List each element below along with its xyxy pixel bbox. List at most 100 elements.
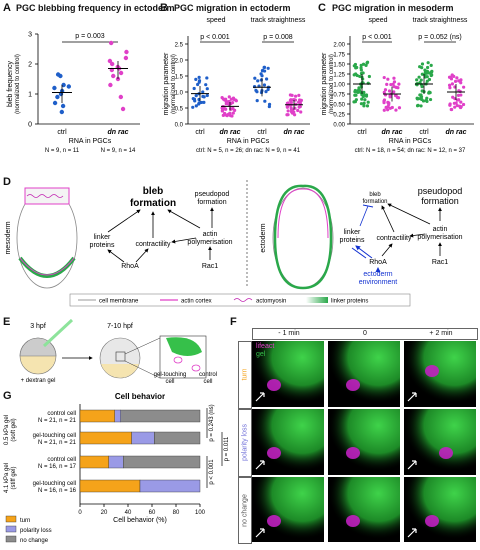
point: [448, 86, 452, 90]
point: [365, 60, 370, 64]
point: [386, 104, 390, 109]
point: [419, 78, 423, 82]
d-e-actin-1: actin: [433, 226, 448, 233]
f-row-turn: turn: [238, 341, 252, 409]
d-legend-cortex: actin cortex: [181, 299, 212, 305]
d-e-rac1: Rac1: [432, 259, 448, 266]
point: [366, 100, 370, 104]
c-ylabel: migration parameter: [321, 52, 328, 115]
point: [430, 73, 434, 77]
point: [299, 98, 303, 102]
d-legend-linker-swatch: [306, 297, 328, 303]
point: [358, 74, 362, 79]
c-p2: p = 0.052 (ns): [418, 34, 461, 41]
a-point: [59, 109, 65, 115]
d-e-pseudo-1: pseudopod: [418, 186, 463, 196]
point: [299, 110, 303, 114]
point: [200, 100, 204, 105]
b-ylabel-sub: (normalized to control): [171, 54, 177, 114]
ytick-label: 0.00: [333, 123, 345, 129]
micrograph-panel: [328, 341, 400, 407]
point: [390, 105, 394, 110]
d-e-linker-1: linker: [344, 229, 361, 236]
ytick-label: 1.00: [333, 83, 345, 89]
a-point: [109, 61, 115, 67]
g-legend-nochange: no change: [20, 538, 49, 544]
point: [255, 99, 259, 103]
ytick-label: 1.0: [175, 91, 184, 97]
point: [354, 72, 358, 76]
point: [194, 77, 198, 81]
a-point: [52, 85, 57, 91]
point: [420, 89, 424, 93]
point: [290, 110, 294, 114]
point: [382, 108, 386, 112]
g-bar-segment: [79, 455, 109, 469]
panel-f-label: F: [230, 316, 237, 328]
d-rhoa: RhoA: [121, 263, 139, 270]
g-legend-polarity-swatch: [5, 525, 17, 533]
b-g4: dn rac: [283, 129, 304, 136]
point: [362, 104, 366, 108]
point: [261, 68, 265, 73]
c-g2: dn rac: [381, 129, 402, 136]
point: [191, 105, 195, 109]
a-ylabel-sub: (normalized to control): [15, 54, 21, 114]
point: [453, 79, 458, 83]
d-actin-1: actin: [203, 231, 218, 238]
point: [364, 94, 369, 98]
point: [462, 85, 466, 89]
e-gel-label: + dextran gel: [21, 378, 56, 384]
ytick-label: 0.25: [333, 113, 345, 119]
d-ectoderm-embryo: [272, 184, 334, 290]
point: [424, 98, 428, 103]
g-row-label: gel-touching cell: [33, 481, 76, 487]
d-bleb-2: formation: [130, 198, 176, 209]
f-row-nochange: no change: [238, 477, 252, 544]
point: [392, 90, 396, 94]
c-ylabel-sub: (normalized to control): [329, 54, 335, 114]
point: [461, 102, 466, 107]
point: [455, 98, 460, 102]
g-legend-turn-swatch: [5, 515, 17, 523]
g-legend-polarity: polarity loss: [20, 528, 52, 534]
d-e-contractility: contractility: [376, 235, 412, 242]
c-counts: ctrl: N = 18, n = 54; dn rac: N = 12, n …: [355, 148, 466, 154]
g-bar-segment: [79, 431, 132, 445]
c-sub-straight: track straightness: [413, 17, 468, 24]
g-xtick-label: 60: [149, 510, 156, 516]
point: [420, 62, 425, 66]
point: [392, 80, 397, 84]
panel-c-chart: migration parameter (normalized to contr…: [321, 17, 474, 154]
point: [415, 97, 420, 101]
g-p1: p = 0.243 (ns): [209, 404, 215, 441]
point: [429, 63, 433, 68]
g-legend-turn: turn: [20, 518, 30, 524]
g-bar-segment: [114, 409, 122, 423]
point: [391, 82, 395, 86]
point: [220, 108, 225, 112]
point: [420, 66, 424, 70]
point: [229, 107, 233, 111]
point: [289, 100, 293, 105]
point: [354, 66, 358, 70]
a-point: [52, 100, 58, 106]
d-contractility: contractility: [135, 241, 171, 248]
point: [447, 83, 452, 87]
point: [205, 93, 209, 98]
a-point: [55, 94, 60, 100]
point: [392, 76, 396, 80]
b-p1: p < 0.001: [200, 34, 229, 41]
point: [288, 93, 293, 97]
point: [292, 98, 297, 102]
e-time-2: 7-10 hpf: [107, 323, 133, 330]
point: [459, 100, 463, 104]
g-group2b: (stiff gel): [11, 467, 17, 490]
b-sub-straight: track straightness: [251, 17, 306, 24]
point: [262, 83, 267, 87]
point: [205, 76, 209, 80]
a-group-ctrl: ctrl: [57, 129, 67, 136]
point: [397, 82, 401, 86]
g-row-count: N = 16, n = 16: [38, 488, 77, 494]
point: [382, 98, 387, 102]
